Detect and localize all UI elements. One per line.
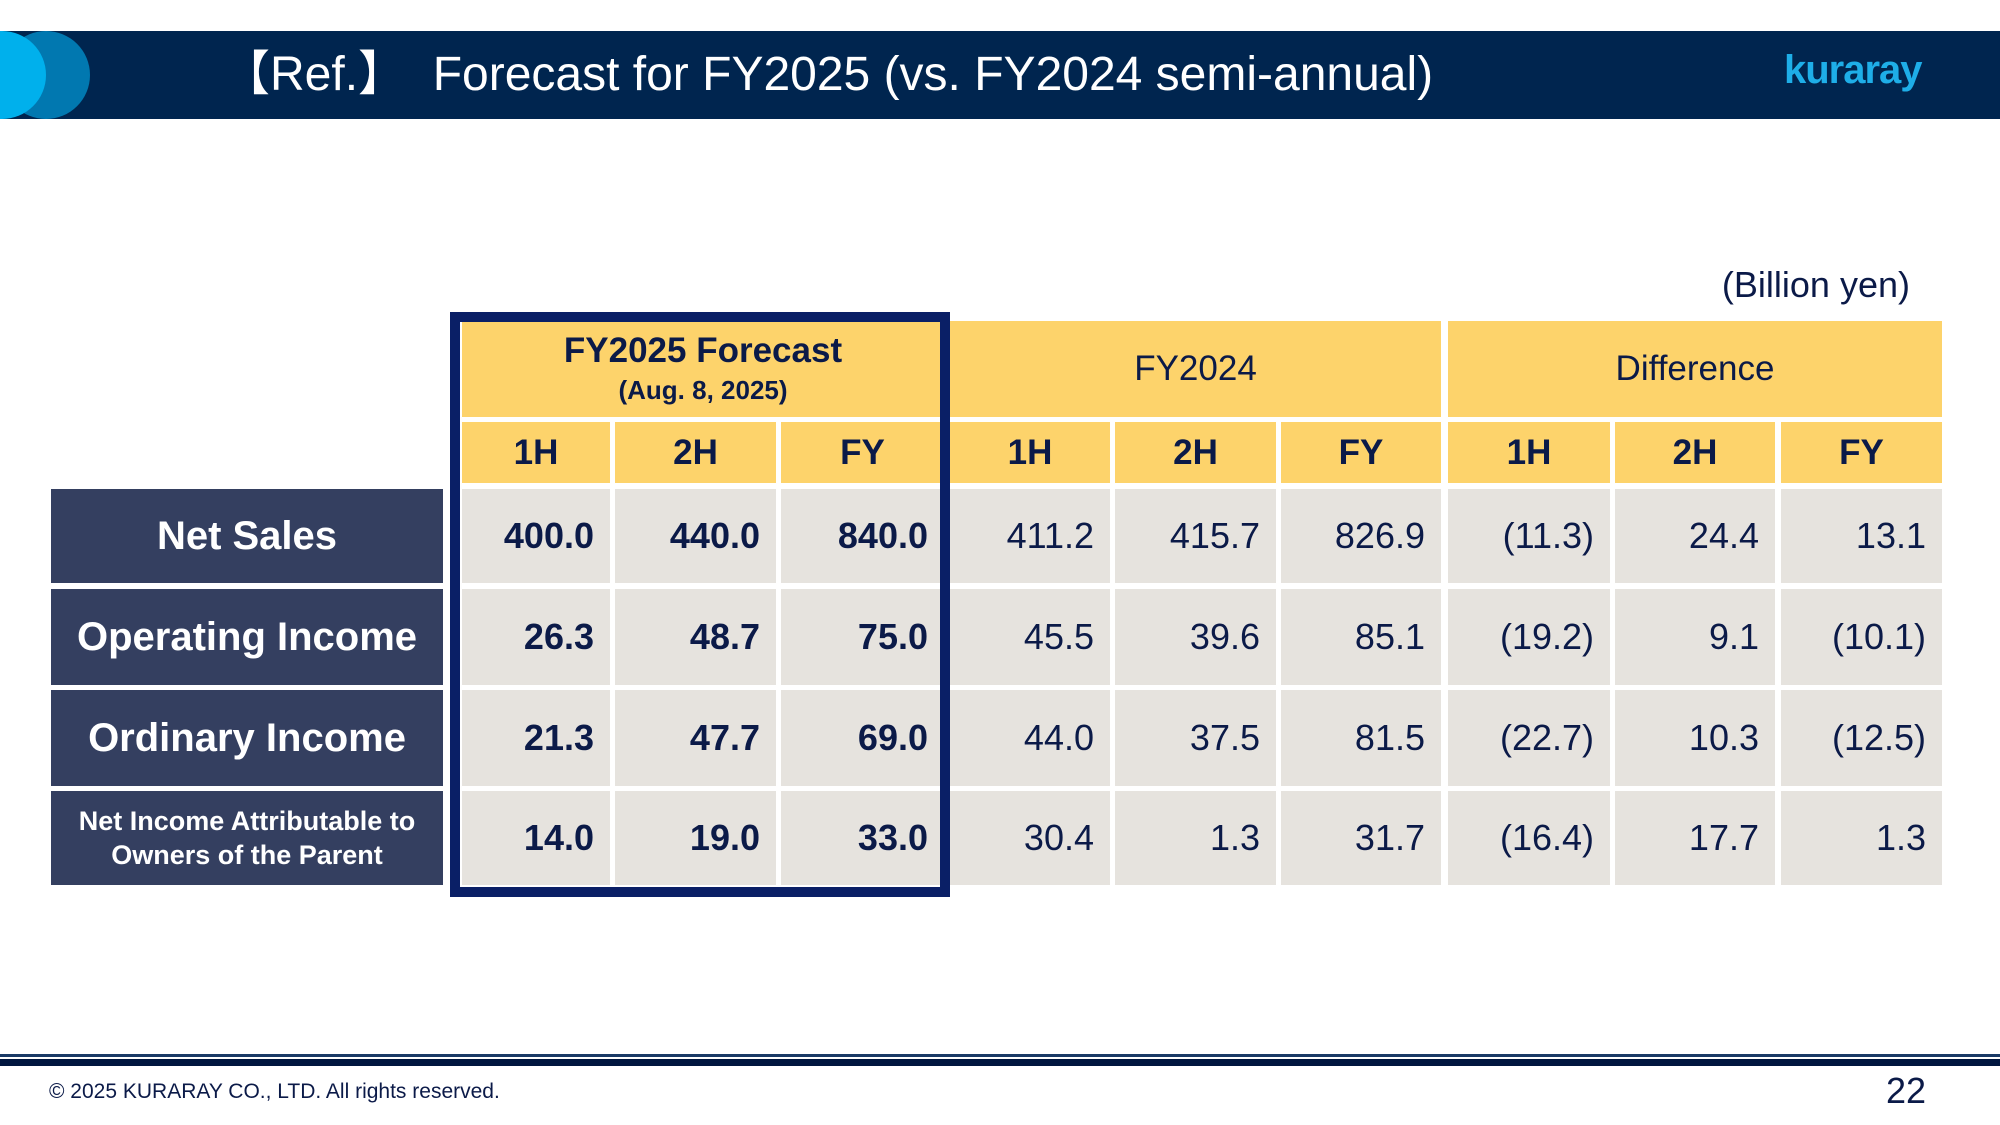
table-cell: 81.5	[1281, 690, 1441, 786]
table-cell: 33.0	[781, 791, 944, 885]
table-cell: 39.6	[1115, 589, 1276, 685]
table-cell: (12.5)	[1781, 690, 1942, 786]
column-header: FY	[1281, 422, 1441, 483]
column-header: 1H	[462, 422, 610, 483]
table-cell: 13.1	[1781, 489, 1942, 583]
table-cell: (19.2)	[1448, 589, 1610, 685]
table-cell: 19.0	[615, 791, 776, 885]
row-label: Net Sales	[51, 489, 443, 583]
table-cell: 411.2	[950, 489, 1110, 583]
column-header: FY	[781, 422, 944, 483]
table-cell: 85.1	[1281, 589, 1441, 685]
column-header: 1H	[1448, 422, 1610, 483]
table-cell: 69.0	[781, 690, 944, 786]
table-cell: (10.1)	[1781, 589, 1942, 685]
table-cell: 440.0	[615, 489, 776, 583]
table-cell: 48.7	[615, 589, 776, 685]
table-cell: (22.7)	[1448, 690, 1610, 786]
group-header-fy2024: FY2024	[950, 321, 1441, 417]
unit-label: (Billion yen)	[1721, 264, 1910, 305]
table-cell: (16.4)	[1448, 791, 1610, 885]
table-cell: 44.0	[950, 690, 1110, 786]
table-cell: 75.0	[781, 589, 944, 685]
footer-divider-thick	[0, 1059, 2000, 1066]
table-cell: 826.9	[1281, 489, 1441, 583]
table-cell: 1.3	[1115, 791, 1276, 885]
column-header: 2H	[1115, 422, 1276, 483]
table-cell: 14.0	[462, 791, 610, 885]
copyright: © 2025 KURARAY CO., LTD. All rights rese…	[49, 1080, 500, 1103]
group-subtitle: (Aug. 8, 2025)	[618, 375, 788, 405]
table-cell: 1.3	[1781, 791, 1942, 885]
row-label: Ordinary Income	[51, 690, 443, 786]
table-cell: 47.7	[615, 690, 776, 786]
header-band	[0, 31, 2000, 119]
column-header: 2H	[1615, 422, 1775, 483]
table-cell: 45.5	[950, 589, 1110, 685]
table-cell: 26.3	[462, 589, 610, 685]
row-label: Operating Income	[51, 589, 443, 685]
table-cell: 24.4	[1615, 489, 1775, 583]
column-header: 2H	[615, 422, 776, 483]
table-cell: 400.0	[462, 489, 610, 583]
table-cell: 9.1	[1615, 589, 1775, 685]
group-header-fy2025-forecast: FY2025 Forecast (Aug. 8, 2025)	[462, 321, 944, 417]
footer-divider	[0, 1054, 2000, 1057]
page-title: 【Ref.】 Forecast for FY2025 (vs. FY2024 s…	[222, 48, 1434, 101]
table-cell: 415.7	[1115, 489, 1276, 583]
table-cell: (11.3)	[1448, 489, 1610, 583]
column-header: FY	[1781, 422, 1942, 483]
row-label: Net Income Attributable to Owners of the…	[51, 791, 443, 885]
table-cell: 30.4	[950, 791, 1110, 885]
table-cell: 840.0	[781, 489, 944, 583]
group-header-difference: Difference	[1448, 321, 1942, 417]
table-cell: 31.7	[1281, 791, 1441, 885]
table-cell: 10.3	[1615, 690, 1775, 786]
page-number: 22	[1885, 1070, 1926, 1111]
table-cell: 21.3	[462, 690, 610, 786]
kuraray-logo: kuraray	[1784, 48, 1923, 92]
table-cell: 17.7	[1615, 791, 1775, 885]
column-header: 1H	[950, 422, 1110, 483]
table-cell: 37.5	[1115, 690, 1276, 786]
group-title: FY2025 Forecast	[563, 331, 843, 370]
